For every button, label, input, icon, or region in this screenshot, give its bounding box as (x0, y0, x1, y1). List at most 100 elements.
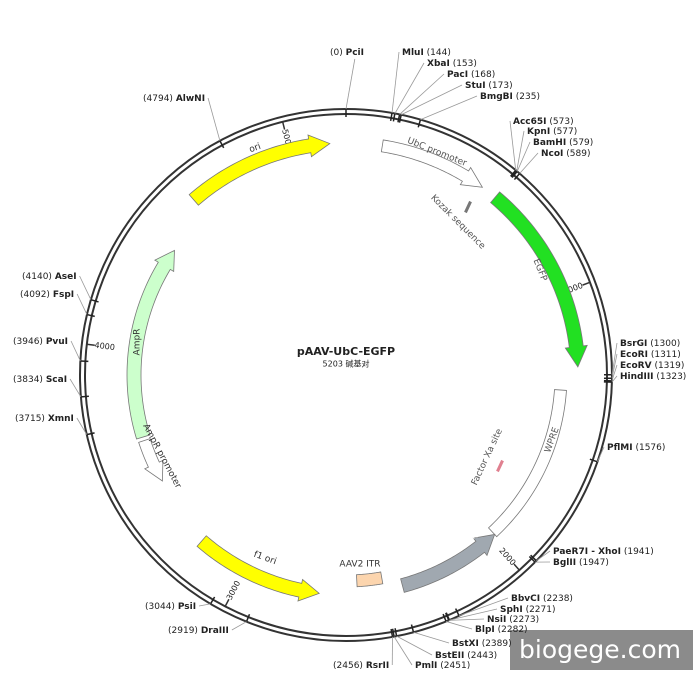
site-tick (80, 395, 89, 398)
site-label: MluI (144) (402, 48, 451, 58)
site-leader (393, 636, 413, 666)
site-position: (1311) (651, 350, 681, 360)
site-label: (4092) FspI (20, 290, 74, 300)
site-leader (79, 275, 92, 300)
site-tick (209, 596, 216, 605)
site-position: (2273) (509, 615, 539, 625)
site-tick (417, 119, 422, 128)
feature-label: ori (248, 142, 262, 155)
site-label: (2919) DraIII (168, 626, 229, 636)
site-name: PaeR7I - XhoI (553, 547, 621, 557)
site-tick (86, 313, 95, 318)
site-name: SphI (500, 605, 523, 615)
site-position: (1947) (579, 558, 609, 568)
scale-tick (224, 598, 230, 607)
site-leader (198, 603, 211, 607)
site-position: (2451) (440, 661, 470, 671)
site-tick (389, 112, 393, 122)
site-name: NcoI (541, 149, 563, 159)
site-name: EcoRI (620, 350, 648, 360)
site-leader (231, 621, 247, 631)
site-label: PaeR7I - XhoI (1941) (553, 547, 654, 557)
site-position: (3715) (15, 414, 45, 424)
site-label: BbvCI (2238) (511, 594, 573, 604)
plasmid-title: pAAV-UbC-EGFP (297, 345, 395, 358)
site-name: PmlI (415, 661, 437, 671)
site-label: (3044) PsiI (145, 602, 196, 612)
site-label: XbaI (153) (427, 59, 477, 69)
site-name: RsrII (366, 661, 389, 671)
scale-tick (513, 563, 520, 571)
site-tick (511, 170, 518, 179)
site-label: (4140) AseI (22, 272, 77, 282)
feature-mark (464, 200, 472, 214)
site-name: ScaI (46, 375, 67, 385)
scale-tick-label: 3000 (225, 579, 242, 601)
site-position: (1319) (654, 361, 684, 371)
site-position: (2389) (482, 639, 512, 649)
site-position: (1576) (635, 443, 665, 453)
feature-arc (487, 389, 567, 538)
site-label: (0) PciI (330, 48, 364, 58)
site-tick (398, 114, 402, 123)
site-position: (4092) (20, 290, 50, 300)
site-name: BstXI (452, 639, 479, 649)
site-label: (4794) AlwNI (143, 94, 205, 104)
site-name: Acc65I (513, 117, 547, 127)
site-label: (2456) RsrII (333, 661, 389, 671)
site-leader (394, 62, 425, 114)
site-tick (530, 554, 537, 562)
scale-tick-label: 4000 (94, 341, 115, 352)
site-leader (458, 597, 509, 617)
site-position: (153) (453, 59, 477, 69)
site-tick (444, 612, 450, 621)
site-tick (513, 173, 521, 181)
scale-tick (582, 281, 591, 286)
site-leader (391, 51, 400, 114)
site-position: (1323) (656, 372, 686, 382)
feature-mark (496, 459, 504, 473)
site-position: (0) (330, 48, 343, 58)
site-label: BglII (1947) (553, 558, 609, 568)
site-leader (420, 95, 478, 121)
feature-label: AAV2 ITR (339, 560, 380, 570)
site-name: KpnI (527, 127, 550, 137)
watermark: biogege.com (519, 635, 681, 664)
watermark-box (510, 630, 693, 670)
site-leader (516, 130, 525, 172)
feature-label: Kozak sequence (428, 193, 487, 252)
site-position: (579) (569, 138, 593, 148)
site-label: HindIII (1323) (620, 372, 686, 382)
feature-label: Factor Xa site (470, 427, 505, 487)
site-label: PacI (168) (447, 70, 495, 80)
site-name: XmnI (48, 414, 74, 424)
site-leader (611, 353, 618, 379)
site-name: DraIII (201, 626, 229, 636)
feature-arc (126, 249, 175, 440)
site-name: HindIII (620, 372, 654, 382)
site-position: (589) (566, 149, 590, 159)
site-label: EcoRI (1311) (620, 350, 681, 360)
site-name: BstEII (435, 651, 464, 661)
site-leader (76, 417, 88, 435)
site-position: (3044) (145, 602, 175, 612)
site-tick (528, 555, 536, 563)
backbone-inner (84, 113, 608, 637)
site-tick (454, 608, 460, 617)
site-leader (396, 635, 433, 656)
site-name: BsrGI (620, 339, 647, 349)
site-leader (76, 293, 88, 315)
site-name: BglII (553, 558, 576, 568)
site-leader (400, 84, 463, 116)
site-name: BlpI (475, 625, 495, 635)
site-leader (449, 608, 498, 621)
site-leader (536, 550, 551, 562)
site-leader (611, 342, 618, 375)
site-position: (2271) (526, 605, 556, 615)
site-label: BlpI (2282) (475, 625, 528, 635)
site-label: NcoI (589) (541, 149, 590, 159)
site-position: (4140) (22, 272, 52, 282)
site-name: MluI (402, 48, 424, 58)
feature-arc (188, 134, 331, 206)
